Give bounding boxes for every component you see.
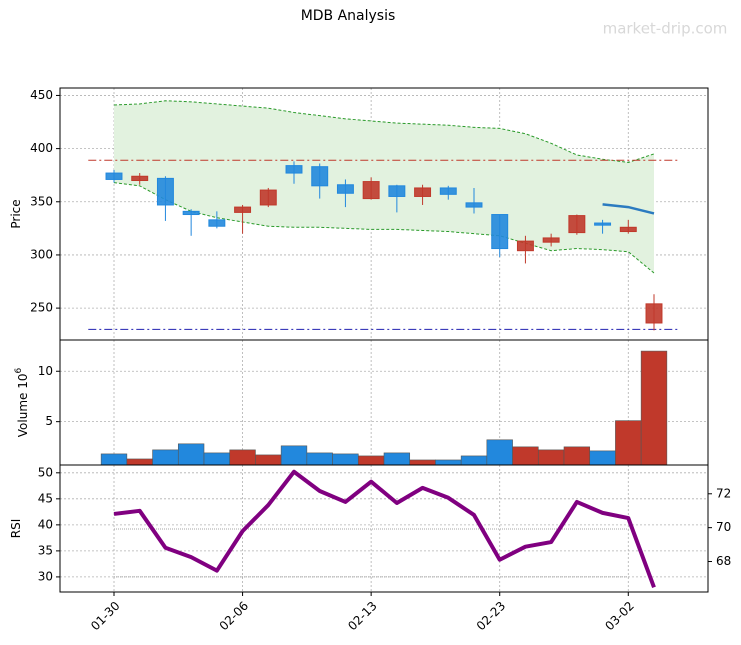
y-axis-label-text: RSI — [9, 519, 23, 539]
y-tick-label: 30 — [38, 569, 53, 583]
volume-bar — [100, 453, 128, 466]
y-tick-label: 300 — [30, 247, 53, 261]
candle-body — [619, 226, 637, 233]
x-tick-label: 02-06 — [217, 599, 252, 634]
candle-body — [594, 222, 612, 226]
volume-bar — [177, 443, 205, 466]
candle-body — [182, 210, 200, 216]
volume-bar — [409, 459, 436, 466]
y-tick-label: 10 — [38, 364, 53, 378]
lower-band — [113, 182, 655, 274]
candle-body — [285, 165, 303, 174]
y-tick-label: 35 — [38, 543, 53, 557]
volume-bar — [229, 449, 256, 466]
candle-body — [336, 184, 354, 194]
x-tick-label: 02-13 — [345, 599, 380, 634]
y-axis-label: Price — [9, 199, 23, 228]
volume-bar — [435, 459, 462, 466]
candle-body — [156, 177, 174, 206]
panel-frame — [59, 464, 709, 593]
watermark: market-drip.com — [603, 20, 728, 38]
candle-body — [234, 206, 252, 213]
price-line — [602, 203, 655, 215]
chart-title: MDB Analysis — [301, 8, 396, 24]
y-axis-label: RSI — [9, 519, 23, 539]
candle-body — [131, 175, 149, 182]
y-axis-label-text: Price — [9, 199, 23, 228]
candle-body — [388, 185, 406, 197]
y-tick-label: 250 — [30, 301, 53, 315]
y-axis-label-text: Volume 10 — [16, 374, 30, 438]
volume-bar — [460, 455, 488, 466]
y-tick-label: 400 — [30, 141, 53, 155]
y-tick-label: 450 — [30, 88, 53, 102]
x-tick-label: 01-30 — [88, 599, 123, 634]
volume-bar — [280, 445, 308, 466]
y2-tick-label: 72 — [716, 486, 731, 500]
candle-body — [542, 237, 560, 243]
y-tick-label: 350 — [30, 194, 53, 208]
panel-frame — [59, 339, 709, 466]
candle-body — [362, 181, 380, 200]
y-tick-label: 50 — [38, 465, 53, 479]
candle-body — [208, 219, 226, 227]
volume-bar — [203, 452, 231, 466]
volume-bar — [357, 455, 385, 466]
x-tick-label: 03-02 — [602, 599, 637, 634]
volume-bar — [332, 453, 359, 466]
candle-body — [105, 172, 123, 180]
candle-body — [568, 215, 586, 234]
volume-bar — [615, 420, 642, 466]
volume-bar — [589, 450, 616, 466]
candle-body — [491, 214, 509, 250]
candle-body — [414, 187, 432, 197]
y-axis-label: Volume 106 — [14, 368, 30, 438]
y-tick-label: 45 — [38, 491, 53, 505]
volume-bar — [383, 452, 411, 466]
candle-body — [311, 166, 329, 187]
candle-body — [516, 240, 534, 252]
volume-bar — [563, 446, 591, 466]
y-axis-label-exponent: 6 — [14, 368, 24, 374]
volume-bar — [306, 452, 333, 466]
rsi-line — [113, 469, 656, 589]
x-tick-label: 02-23 — [474, 599, 509, 634]
volume-bar — [537, 449, 565, 466]
volume-bar — [152, 449, 179, 466]
candle-body — [259, 189, 277, 206]
y-tick-label: 40 — [38, 517, 53, 531]
volume-bar — [255, 454, 282, 466]
band-fill — [114, 100, 654, 274]
upper-band — [113, 100, 655, 163]
volume-bar — [640, 350, 668, 466]
volume-bar — [126, 458, 153, 466]
volume-bar — [512, 446, 539, 466]
volume-bar — [486, 439, 513, 466]
y2-tick-label: 70 — [716, 520, 731, 534]
y2-tick-label: 68 — [716, 554, 731, 568]
candle-body — [645, 303, 663, 324]
candle-body — [439, 187, 457, 195]
y-tick-label: 5 — [45, 414, 53, 428]
candle-body — [465, 202, 483, 208]
